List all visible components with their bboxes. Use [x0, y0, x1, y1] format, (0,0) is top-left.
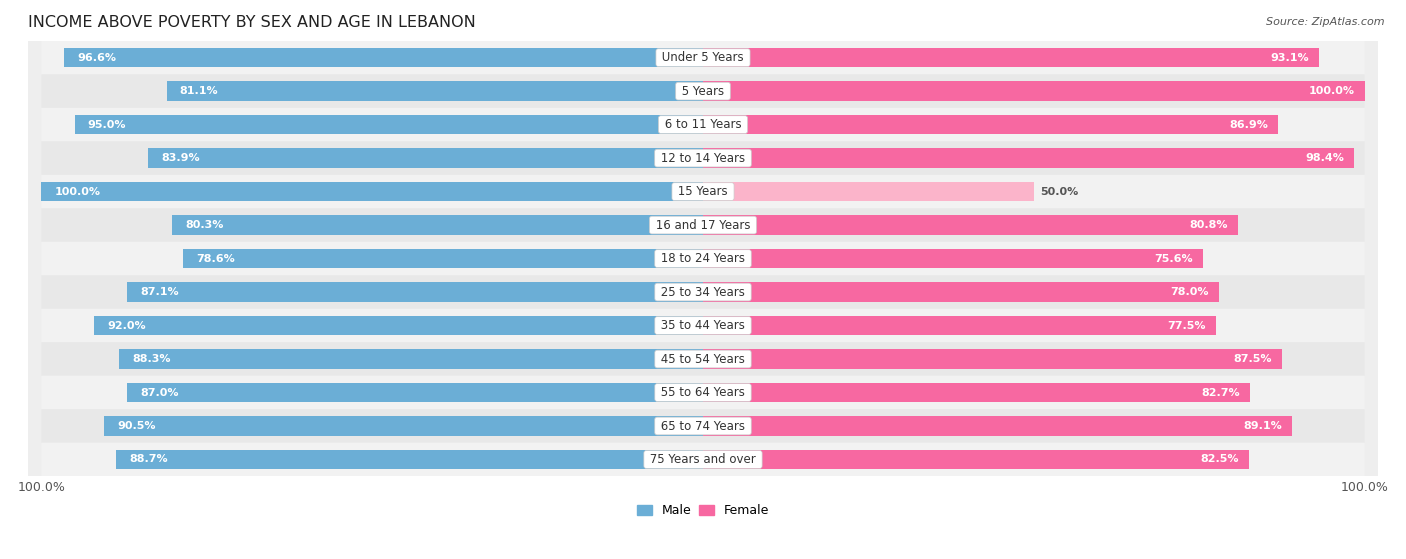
Text: 82.7%: 82.7%	[1202, 387, 1240, 397]
FancyBboxPatch shape	[42, 108, 1364, 141]
FancyBboxPatch shape	[42, 41, 1364, 74]
Text: 75 Years and over: 75 Years and over	[647, 453, 759, 466]
FancyBboxPatch shape	[42, 309, 1364, 342]
Text: 35 to 44 Years: 35 to 44 Years	[657, 319, 749, 332]
Text: 5 Years: 5 Years	[678, 84, 728, 98]
Bar	[94, 316, 703, 335]
Bar	[703, 383, 1250, 402]
Text: 96.6%: 96.6%	[77, 53, 117, 63]
FancyBboxPatch shape	[42, 175, 1364, 209]
Text: 100.0%: 100.0%	[55, 187, 101, 197]
Bar	[128, 383, 703, 402]
Bar	[172, 215, 703, 235]
Bar	[703, 282, 1219, 302]
Text: Under 5 Years: Under 5 Years	[658, 51, 748, 64]
Text: 86.9%: 86.9%	[1229, 120, 1268, 130]
Text: 6 to 11 Years: 6 to 11 Years	[661, 118, 745, 131]
Bar	[703, 416, 1292, 435]
FancyBboxPatch shape	[42, 209, 1364, 242]
Bar	[703, 349, 1282, 369]
Text: 92.0%: 92.0%	[108, 320, 146, 330]
Bar	[127, 282, 703, 302]
Text: 75.6%: 75.6%	[1154, 254, 1194, 263]
Bar	[117, 450, 703, 469]
Text: 65 to 74 Years: 65 to 74 Years	[657, 419, 749, 433]
Bar	[104, 416, 703, 435]
Text: 83.9%: 83.9%	[162, 153, 200, 163]
Bar	[703, 182, 1033, 201]
FancyBboxPatch shape	[42, 342, 1364, 376]
FancyBboxPatch shape	[42, 74, 1364, 108]
Text: 78.6%: 78.6%	[197, 254, 235, 263]
Text: 87.0%: 87.0%	[141, 387, 179, 397]
FancyBboxPatch shape	[42, 376, 1364, 409]
Bar	[703, 215, 1237, 235]
Text: 25 to 34 Years: 25 to 34 Years	[657, 286, 749, 299]
Bar	[703, 316, 1216, 335]
Text: 95.0%: 95.0%	[87, 120, 127, 130]
Text: Source: ZipAtlas.com: Source: ZipAtlas.com	[1267, 17, 1385, 27]
FancyBboxPatch shape	[42, 443, 1364, 476]
Bar	[703, 249, 1204, 268]
Bar	[703, 148, 1354, 168]
Bar	[703, 450, 1249, 469]
Text: 88.3%: 88.3%	[132, 354, 170, 364]
FancyBboxPatch shape	[42, 242, 1364, 276]
Text: 80.8%: 80.8%	[1189, 220, 1227, 230]
Text: 78.0%: 78.0%	[1171, 287, 1209, 297]
FancyBboxPatch shape	[42, 409, 1364, 443]
Text: 80.3%: 80.3%	[186, 220, 224, 230]
Text: 18 to 24 Years: 18 to 24 Years	[657, 252, 749, 265]
FancyBboxPatch shape	[42, 141, 1364, 175]
Bar	[120, 349, 703, 369]
Text: 82.5%: 82.5%	[1201, 454, 1239, 465]
Text: 90.5%: 90.5%	[118, 421, 156, 431]
Text: 45 to 54 Years: 45 to 54 Years	[657, 353, 749, 366]
Bar	[183, 249, 703, 268]
Bar	[703, 82, 1364, 101]
Bar	[42, 182, 703, 201]
Legend: Male, Female: Male, Female	[631, 499, 775, 522]
FancyBboxPatch shape	[42, 276, 1364, 309]
Text: 50.0%: 50.0%	[1040, 187, 1078, 197]
Text: 98.4%: 98.4%	[1305, 153, 1344, 163]
Text: INCOME ABOVE POVERTY BY SEX AND AGE IN LEBANON: INCOME ABOVE POVERTY BY SEX AND AGE IN L…	[28, 15, 477, 30]
Bar	[75, 115, 703, 134]
Text: 77.5%: 77.5%	[1167, 320, 1206, 330]
Bar	[703, 48, 1319, 67]
Text: 93.1%: 93.1%	[1271, 53, 1309, 63]
Text: 87.1%: 87.1%	[141, 287, 179, 297]
Bar	[65, 48, 703, 67]
Text: 15 Years: 15 Years	[675, 185, 731, 198]
Text: 87.5%: 87.5%	[1233, 354, 1272, 364]
Text: 89.1%: 89.1%	[1244, 421, 1282, 431]
Text: 16 and 17 Years: 16 and 17 Years	[652, 219, 754, 231]
Text: 55 to 64 Years: 55 to 64 Years	[657, 386, 749, 399]
Text: 88.7%: 88.7%	[129, 454, 169, 465]
Text: 100.0%: 100.0%	[1309, 86, 1354, 96]
Bar	[166, 82, 703, 101]
Bar	[148, 148, 703, 168]
Text: 12 to 14 Years: 12 to 14 Years	[657, 151, 749, 164]
Bar	[703, 115, 1278, 134]
Text: 81.1%: 81.1%	[180, 86, 218, 96]
